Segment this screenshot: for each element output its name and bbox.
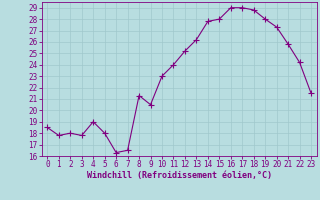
X-axis label: Windchill (Refroidissement éolien,°C): Windchill (Refroidissement éolien,°C)	[87, 171, 272, 180]
